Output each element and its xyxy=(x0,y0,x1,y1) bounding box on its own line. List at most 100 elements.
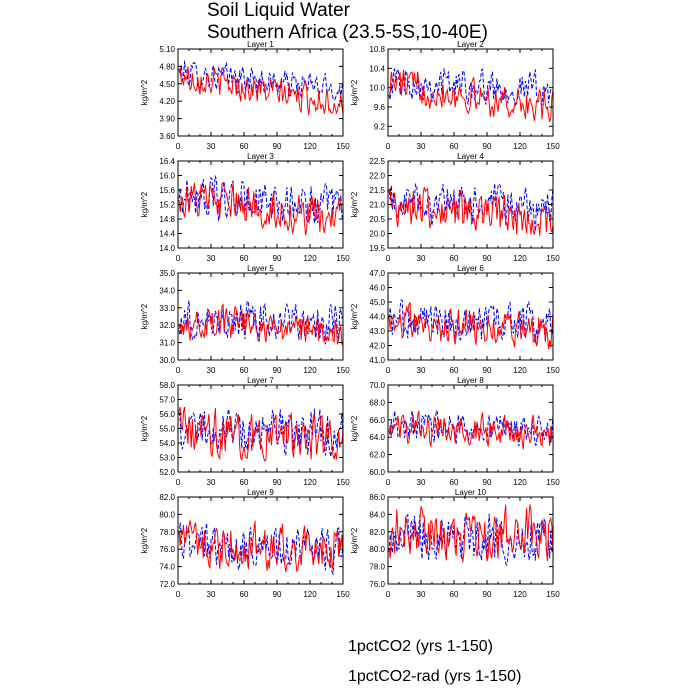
layer-3-ytick-label: 14.0 xyxy=(159,244,175,253)
layer-10-ytick-label: 76.0 xyxy=(369,580,385,589)
layer-2-ytick-label: 9.6 xyxy=(374,103,386,112)
layer-10-ytick-label: 78.0 xyxy=(369,563,385,572)
layer-1-series-1pctco2-rad xyxy=(178,66,344,116)
layer-9-plot-frame xyxy=(177,496,344,585)
layer-6-xtick-label: 0 xyxy=(386,366,391,375)
layer-3-ytick-label: 16.0 xyxy=(159,172,175,181)
layer-6-xtick-label: 120 xyxy=(513,366,527,375)
layer-3-title: Layer 3 xyxy=(247,152,274,161)
layer-9-ytick-label: 82.0 xyxy=(159,493,175,502)
layer-2-xtick-label: 120 xyxy=(513,142,527,151)
layer-1-ytick-label: 4.50 xyxy=(159,80,175,89)
layer-7-title: Layer 7 xyxy=(247,376,274,385)
legend-item-1pctco2-rad: 1pctCO2-rad (yrs 1-150) xyxy=(160,668,540,692)
layer-4-ytick-label: 22.5 xyxy=(369,157,385,166)
layer-6-title: Layer 6 xyxy=(457,264,484,273)
layer-2-title: Layer 2 xyxy=(457,40,484,49)
legend-item-1pctco2: 1pctCO2 (yrs 1-150) xyxy=(160,638,540,662)
layer-10-series-1pctco2 xyxy=(388,513,554,567)
layer-4-xtick-label: 0 xyxy=(386,254,391,263)
layer-7-ytick-label: 52.0 xyxy=(159,468,175,477)
layer-4-ytick-label: 20.0 xyxy=(369,230,385,239)
layer-6-series-1pctco2-rad xyxy=(388,302,554,350)
panel-grid: Layer 10 30 60 90 120 1503.603.904.204.504.80… xyxy=(140,40,560,599)
layer-2-ylabel: kg/m^2 xyxy=(350,79,359,105)
layer-2-xtick-label: 0 xyxy=(386,142,391,151)
layer-3-ytick-label: 15.6 xyxy=(159,186,175,195)
layer-4-ytick-label: 21.5 xyxy=(369,186,385,195)
layer-3-ytick-label: 15.2 xyxy=(159,201,175,210)
layer-4-xtick-label: 120 xyxy=(513,254,527,263)
layer-4-ytick-label: 21.0 xyxy=(369,201,385,210)
layer-7-series-1pctco2-rad xyxy=(178,406,344,463)
layer-1-ytick-label: 4.80 xyxy=(159,62,175,71)
layer-10-xtick-label: 120 xyxy=(513,590,527,599)
layer-8-xtick-label: 60 xyxy=(450,478,459,487)
layer-2-xtick-label: 60 xyxy=(450,142,459,151)
layer-9-ytick-label: 72.0 xyxy=(159,580,175,589)
layer-10-xtick-label: 90 xyxy=(483,590,492,599)
layer-6-ytick-label: 45.0 xyxy=(369,298,385,307)
layer-10-ytick-label: 80.0 xyxy=(369,545,385,554)
layer-9-title: Layer 9 xyxy=(247,488,274,497)
layer-5-ylabel: kg/m^2 xyxy=(140,303,149,329)
layer-8-ytick-label: 62.0 xyxy=(369,451,385,460)
layer-1-xtick-label: 0 xyxy=(176,142,181,151)
layer-3-xtick-label: 150 xyxy=(336,254,350,263)
layer-10-xtick-label: 30 xyxy=(417,590,426,599)
layer-3-series-1pctco2 xyxy=(178,175,344,225)
chart-title-line-1: Soil Liquid Water xyxy=(207,0,350,21)
layer-3-xtick-label: 30 xyxy=(207,254,216,263)
layer-9-ytick-label: 76.0 xyxy=(159,545,175,554)
layer-6-xtick-label: 90 xyxy=(483,366,492,375)
layer-8-xtick-label: 0 xyxy=(386,478,391,487)
chart-title-line-2: Southern Africa (23.5-5S,10-40E) xyxy=(207,22,488,43)
layer-5-ytick-label: 33.0 xyxy=(159,304,175,313)
layer-6-ytick-label: 47.0 xyxy=(369,269,385,278)
layer-1-xtick-label: 90 xyxy=(273,142,282,151)
layer-2-ytick-label: 10.8 xyxy=(369,45,385,54)
layer-5-xtick-label: 150 xyxy=(336,366,350,375)
layer-7-xtick-label: 90 xyxy=(273,478,282,487)
layer-7-ytick-label: 53.0 xyxy=(159,454,175,463)
layer-5-series-1pctco2-rad xyxy=(178,303,344,346)
layer-4-series-1pctco2 xyxy=(388,182,554,232)
layer-1-series-1pctco2 xyxy=(178,60,344,102)
layer-3-ytick-label: 16.4 xyxy=(159,157,175,166)
layer-7-xtick-label: 120 xyxy=(303,478,317,487)
layer-1-ytick-label: 3.60 xyxy=(159,132,175,141)
layer-2-xtick-label: 150 xyxy=(546,142,560,151)
layer-10-ylabel: kg/m^2 xyxy=(350,527,359,553)
layer-4-ylabel: kg/m^2 xyxy=(350,191,359,217)
layer-1-xtick-label: 120 xyxy=(303,142,317,151)
layer-9-xtick-label: 60 xyxy=(240,590,249,599)
layer-9-series-1pctco2 xyxy=(178,522,344,576)
layer-10-series-1pctco2-rad xyxy=(388,504,554,563)
layer-10-ytick-label: 84.0 xyxy=(369,510,385,519)
layer-1-plot-frame xyxy=(177,48,344,137)
layer-10-xtick-label: 0 xyxy=(386,590,391,599)
layer-7-xtick-label: 150 xyxy=(336,478,350,487)
layer-8-ytick-label: 66.0 xyxy=(369,416,385,425)
layer-5-xtick-label: 30 xyxy=(207,366,216,375)
layer-8-series-1pctco2 xyxy=(388,408,554,447)
layer-5-ytick-label: 34.0 xyxy=(159,286,175,295)
layer-10-plot-frame xyxy=(387,496,554,585)
layer-8-series-1pctco2-rad xyxy=(388,410,554,450)
layer-1-xtick-label: 30 xyxy=(207,142,216,151)
layer-7-xtick-label: 60 xyxy=(240,478,249,487)
layer-2-ytick-label: 10.0 xyxy=(369,84,385,93)
layer-10-xtick-label: 60 xyxy=(450,590,459,599)
layer-4-ytick-label: 20.5 xyxy=(369,215,385,224)
layer-4-xtick-label: 90 xyxy=(483,254,492,263)
layer-9-xtick-label: 90 xyxy=(273,590,282,599)
layer-9-ytick-label: 80.0 xyxy=(159,510,175,519)
layer-10-ytick-label: 82.0 xyxy=(369,528,385,537)
layer-9-xtick-label: 150 xyxy=(336,590,350,599)
layer-7-ytick-label: 55.0 xyxy=(159,425,175,434)
layer-3-xtick-label: 90 xyxy=(273,254,282,263)
layer-7-ytick-label: 56.0 xyxy=(159,410,175,419)
layer-5-plot-frame xyxy=(177,272,344,361)
layer-8-ytick-label: 68.0 xyxy=(369,398,385,407)
layer-9-ytick-label: 74.0 xyxy=(159,563,175,572)
